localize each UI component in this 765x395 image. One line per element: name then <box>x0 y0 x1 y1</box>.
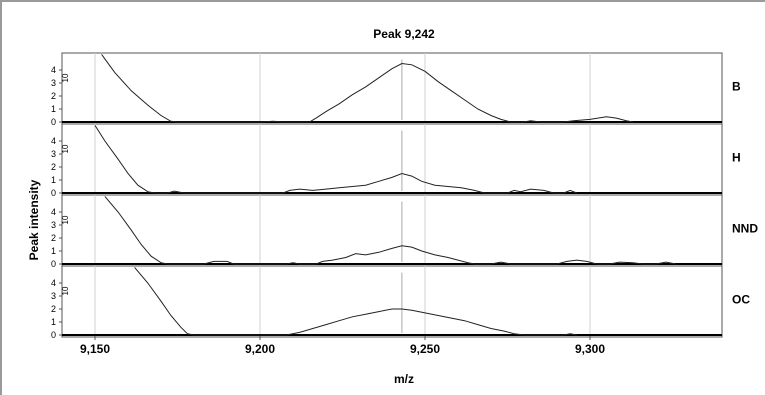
series-id-label: 10 <box>61 73 70 82</box>
y-tick-label: 2 <box>51 304 56 314</box>
series-id-label: 10 <box>61 144 70 153</box>
x-tick-label: 9,300 <box>575 342 605 356</box>
y-tick-label: 4 <box>51 65 56 75</box>
y-tick-label: 1 <box>51 175 56 185</box>
series-label-h: H <box>732 151 741 165</box>
y-tick-label: 4 <box>51 207 56 217</box>
panel-h: 0 1 2 3 4 10 H <box>51 123 741 198</box>
y-tick-label: 3 <box>51 220 56 230</box>
series-label-nnd: NND <box>732 222 758 236</box>
y-tick-label: 3 <box>51 78 56 88</box>
spectrum-line-h <box>94 125 577 194</box>
series-label-oc: OC <box>732 293 750 307</box>
spectrum-line-nnd <box>104 196 676 265</box>
x-axis-ticks: 9,150 9,200 9,250 9,300 <box>80 336 605 356</box>
y-tick-label: 2 <box>51 233 56 243</box>
y-tick-label: 4 <box>51 278 56 288</box>
y-tick-label: 0 <box>51 330 56 340</box>
panel-frame <box>61 265 723 338</box>
y-tick-label: 0 <box>51 188 56 198</box>
y-tick-label: 1 <box>51 246 56 256</box>
y-tick-label: 1 <box>51 317 56 327</box>
y-tick-label: 3 <box>51 291 56 301</box>
x-tick-label: 9,250 <box>410 342 440 356</box>
series-label-b: B <box>732 80 741 94</box>
spectrum-panels: 0 1 2 3 4 10 B 0 1 2 3 4 10 H 0 1 2 3 4 10 NND 0 1 2 3 4 10 OC <box>51 52 758 340</box>
x-axis-label: m/z <box>394 372 414 386</box>
y-tick-label: 0 <box>51 259 56 269</box>
y-tick-label: 2 <box>51 162 56 172</box>
panel-frame <box>61 194 723 267</box>
x-tick-label: 9,150 <box>80 342 110 356</box>
spectrum-line-b <box>101 54 633 123</box>
series-id-label: 10 <box>61 215 70 224</box>
panel-frame <box>61 123 723 196</box>
y-tick-label: 1 <box>51 104 56 114</box>
x-tick-label: 9,200 <box>245 342 275 356</box>
y-axis-label: Peak intensity <box>27 179 41 260</box>
y-tick-label: 0 <box>51 117 56 127</box>
panel-oc: 0 1 2 3 4 10 OC <box>51 265 750 340</box>
y-tick-label: 3 <box>51 149 56 159</box>
series-id-label: 10 <box>61 286 70 295</box>
panel-b: 0 1 2 3 4 10 B <box>51 52 741 127</box>
y-tick-label: 4 <box>51 136 56 146</box>
y-tick-label: 2 <box>51 91 56 101</box>
panel-frame <box>61 52 723 125</box>
spectrum-line-oc <box>134 267 577 336</box>
panel-nnd: 0 1 2 3 4 10 NND <box>51 194 758 269</box>
chart-title: Peak 9,242 <box>373 27 435 41</box>
